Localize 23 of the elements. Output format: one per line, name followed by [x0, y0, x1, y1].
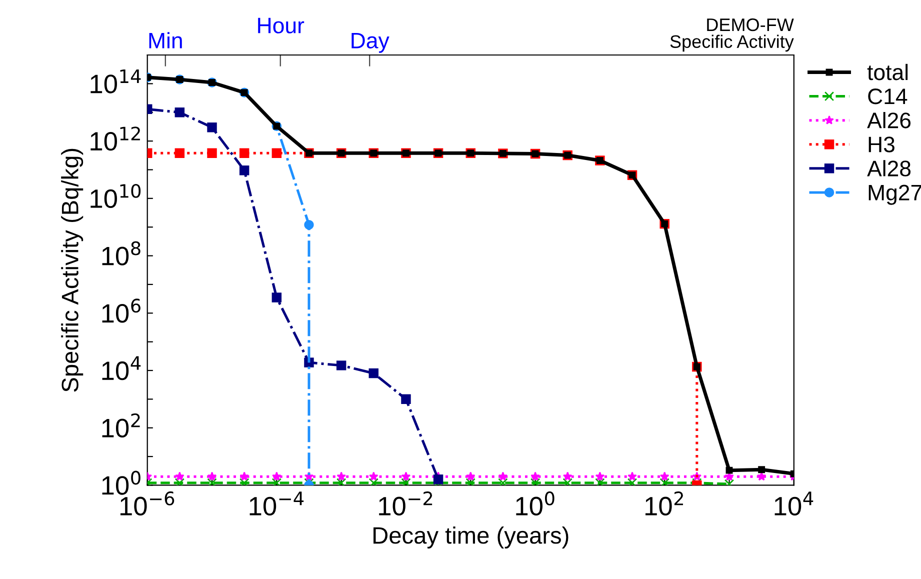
- x-tick-label: 10$^{0}$: [516, 491, 554, 516]
- y-tick-label: 10$^{12}$: [90, 126, 140, 151]
- legend-label: total: [867, 64, 908, 80]
- legend-label: Al26: [867, 112, 911, 128]
- ref-line-label: Hour: [258, 18, 304, 34]
- legend-label: Al28: [867, 160, 911, 176]
- y-tick-label: 10$^{8}$: [102, 241, 140, 266]
- y-tick-label: 10$^{2}$: [102, 413, 140, 438]
- x-tick-label: 10$^{4}$: [774, 492, 814, 516]
- x-tick-label: 10$^{2}$: [645, 491, 683, 516]
- chart-title: DEMO-FW Specific Activity: [670, 18, 794, 52]
- y-tick-label: 10$^{14}$: [90, 69, 141, 94]
- legend-label: H3: [868, 136, 894, 152]
- ref-line-label: Min: [149, 32, 182, 48]
- y-tick-label: 10$^{10}$: [90, 184, 141, 208]
- y-tick-label: 10$^{6}$: [102, 298, 140, 323]
- y-tick-label: 10$^{4}$: [102, 356, 141, 380]
- x-axis-title: Decay time (years): [374, 526, 568, 548]
- legend-label: C14: [868, 88, 908, 104]
- x-tick-label: 10$^{−4}$: [250, 492, 304, 516]
- ref-line-label: Day: [352, 32, 390, 53]
- y-axis-title: Specific Activity (Bq/kg): [61, 148, 84, 392]
- x-tick-label: 10$^{−2}$: [379, 491, 432, 516]
